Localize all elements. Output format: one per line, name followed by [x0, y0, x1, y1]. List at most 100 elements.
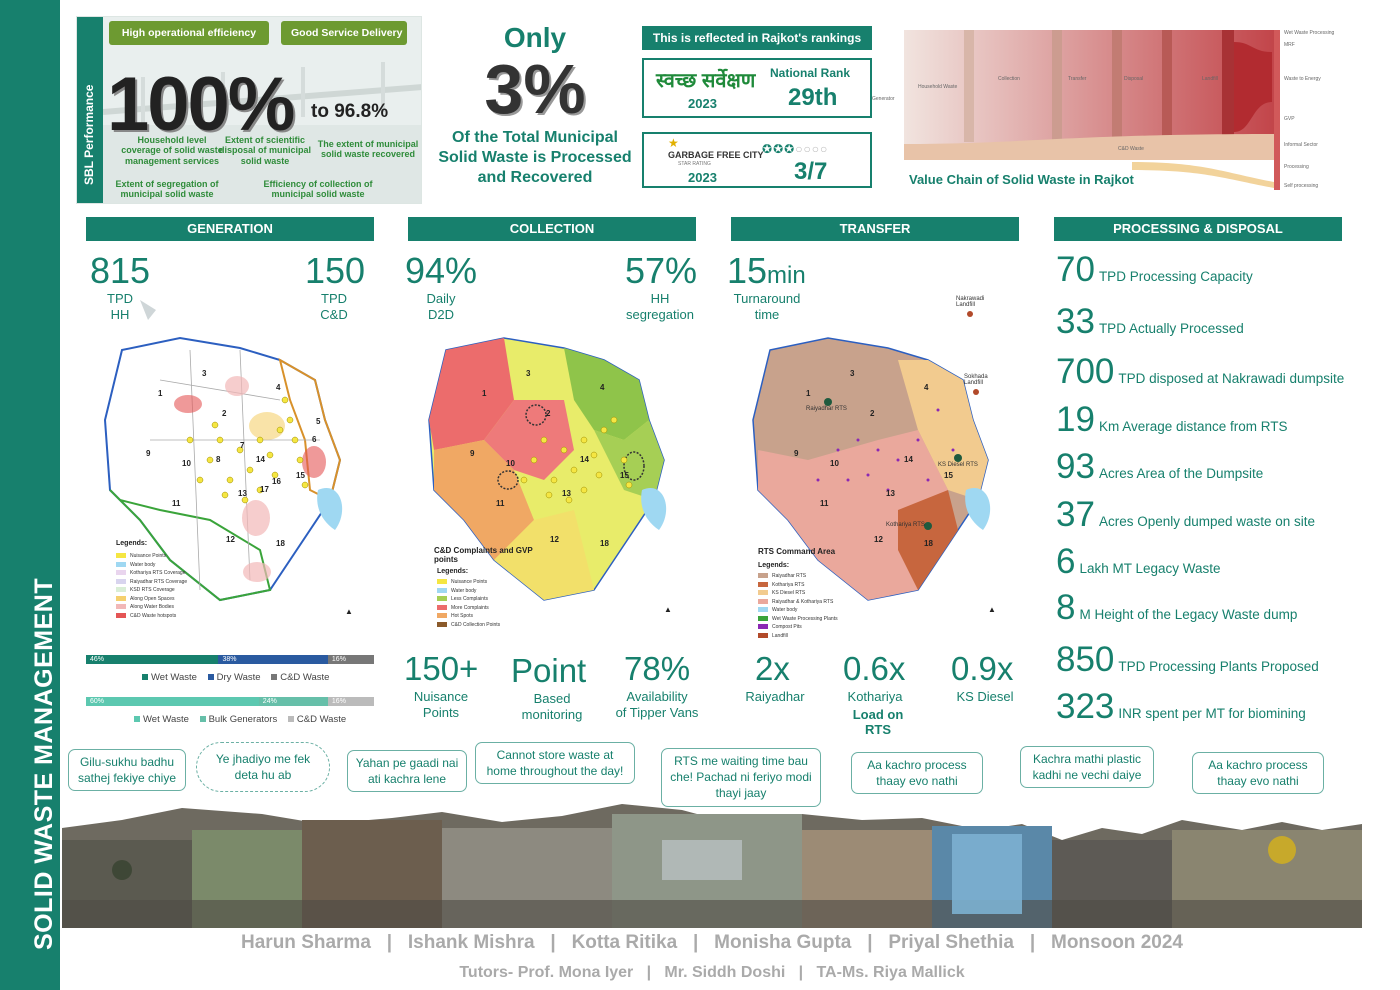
sankey-label-household: Household Waste [918, 84, 957, 90]
svg-text:11: 11 [820, 499, 829, 508]
ground-photos-collage [62, 804, 1362, 928]
col-legend-sub: Legends: [437, 568, 469, 575]
legend-cd-waste: C&D Waste [280, 672, 330, 683]
legend-label: Water body [772, 607, 798, 613]
svg-text:1: 1 [482, 389, 487, 398]
sankey-wte-flow [1234, 42, 1272, 132]
legend-swatch [437, 604, 447, 610]
legend-label: Along Water Bodies [130, 604, 175, 610]
load-kothariya-label: Kothariya [847, 689, 903, 704]
legend-item: Compost Pits [758, 623, 898, 632]
load-kothariya-value: 0.6x [843, 650, 906, 687]
sankey-out-wte: Waste to Energy [1284, 76, 1321, 82]
transfer-sokhada: Sokhada Landfill [964, 374, 988, 386]
svg-text:14: 14 [256, 455, 265, 464]
load-caption: Load on RTS [852, 707, 904, 737]
processing-stat-row: 70 TPD Processing Capacity [1056, 250, 1253, 290]
sankey-label-collection: Collection [998, 76, 1020, 82]
star-filled-icon: ✪ [762, 142, 774, 156]
star-empty-icon: ○ [795, 142, 804, 156]
svg-text:18: 18 [276, 539, 285, 548]
gen-hh-label: TPD HH [107, 291, 133, 323]
gen-legend-title: Legends: [116, 540, 148, 547]
svg-text:3: 3 [202, 369, 207, 378]
legend-swatch [437, 613, 447, 619]
bar-wet-segment-2: 60% [86, 697, 259, 706]
processing-stat-row: 323 INR spent per MT for biomining [1056, 687, 1306, 727]
legend-label: KSD RTS Coverage [130, 587, 175, 593]
header-processing: PROCESSING & DISPOSAL [1054, 217, 1342, 241]
legend-swatch [437, 579, 447, 585]
svg-text:3: 3 [850, 369, 855, 378]
svg-text:10: 10 [506, 459, 515, 468]
headline-line3: and Recovered [477, 169, 593, 186]
col-seg-value: 57% [625, 250, 698, 291]
legend-swatch [116, 561, 126, 567]
col-legend-title: C&D Complaints and GVP points [434, 546, 533, 564]
sankey-bar-transfer [1112, 30, 1122, 142]
svg-text:14: 14 [580, 455, 589, 464]
sankey-bar-disposal [1162, 30, 1172, 142]
bubble-8: Aa kachro process thaay evo nathi [1192, 752, 1324, 795]
col-nuisance-label: Nuisance Points [413, 689, 469, 721]
star-empty-icon: ○ [803, 142, 812, 156]
gen-hh-value: 815 [90, 250, 151, 291]
legend-swatch [758, 590, 768, 596]
legend-label: KS Diesel RTS [772, 590, 806, 596]
sidebar-title: SOLID WASTE MANAGEMENT [30, 577, 58, 950]
processing-stat-value: 850 [1056, 640, 1115, 679]
svg-text:9: 9 [146, 449, 151, 458]
sankey-out-wet: Wet Waste Processing [1284, 30, 1335, 36]
star-empty-icon: ○ [811, 142, 820, 156]
gen-legend-row-2: Wet Waste Bulk Generators C&D Waste [126, 714, 346, 725]
processing-stat-text: Acres Openly dumped waste on site [1098, 514, 1316, 529]
sankey-label-generator: Generator [872, 96, 895, 102]
legend-swatch [758, 598, 768, 604]
processing-stat-text: TPD Actually Processed [1098, 321, 1244, 336]
legend-item: KSD RTS Coverage [116, 586, 236, 595]
legend-swatch [758, 632, 768, 638]
legend-wet-waste-2: Wet Waste [143, 714, 189, 725]
legend-swatch [758, 573, 768, 579]
sbl-label: SBL Performance [82, 84, 96, 185]
legend-item: Nuisance Points [116, 552, 236, 561]
north-arrow-icon: ▲ [664, 605, 672, 614]
sankey-out-processing: Processing [1284, 164, 1309, 170]
legend-label: Hot Spots [451, 613, 473, 619]
processing-stat-row: 93 Acres Area of the Dumpsite [1056, 447, 1263, 487]
load-raiyadhar-label: Raiyadhar [745, 689, 805, 704]
transfer-ks-diesel-rts: KS Diesel RTS [938, 462, 978, 468]
processing-stat-text: Km Average distance from RTS [1098, 419, 1288, 434]
value-chain-sankey: Generator Household Waste Collection Tra… [872, 30, 1335, 190]
legend-swatch [758, 615, 768, 621]
legend-swatch [437, 587, 447, 593]
svg-text:2: 2 [222, 409, 227, 418]
legend-label: Compost Pits [772, 624, 802, 630]
bubble-2: Ye jhadiyo me fek deta hu ab [196, 742, 330, 793]
note-household-coverage: Household level coverage of solid waste … [121, 135, 223, 166]
svg-text:15: 15 [296, 471, 305, 480]
transfer-legend: Raiyadhar RTS Kothariya RTS KS Diesel RTS R… [758, 572, 898, 640]
legend-swatch [437, 621, 447, 627]
gen-cd-label: TPD C&D [320, 291, 348, 323]
svg-text:13: 13 [562, 489, 571, 498]
gen-cd-value: 150 [305, 250, 366, 291]
svg-text:6: 6 [312, 435, 317, 444]
svg-text:2: 2 [546, 409, 551, 418]
svg-text:2: 2 [870, 409, 875, 418]
garbage-free-city-card: ★ GARBAGE FREE CITY STAR RATING 2023 ✪✪✪… [642, 132, 872, 188]
note-waste-recovered: The extent of municipal solid waste reco… [317, 139, 419, 160]
col-point-label: Based monitoring [521, 691, 583, 723]
gen-legend: Nuisance Points Water body Kothariya RTS C… [116, 552, 236, 620]
bar-bulk-segment: 24% [258, 697, 328, 706]
sankey-label-disposal: Disposal [1124, 76, 1143, 82]
legend-wet-waste: Wet Waste [151, 672, 197, 683]
svg-text:4: 4 [600, 383, 605, 392]
survey-logo: स्वच्छ सर्वेक्षण [656, 70, 756, 92]
processing-stat-value: 19 [1056, 400, 1095, 439]
svg-text:18: 18 [924, 539, 933, 548]
processing-stat-text: INR spent per MT for biomining [1118, 706, 1306, 721]
transfer-time-value: 15 [727, 250, 768, 291]
bubble-7: Kachra mathi plastic kadhi ne vechi daiy… [1020, 746, 1154, 789]
